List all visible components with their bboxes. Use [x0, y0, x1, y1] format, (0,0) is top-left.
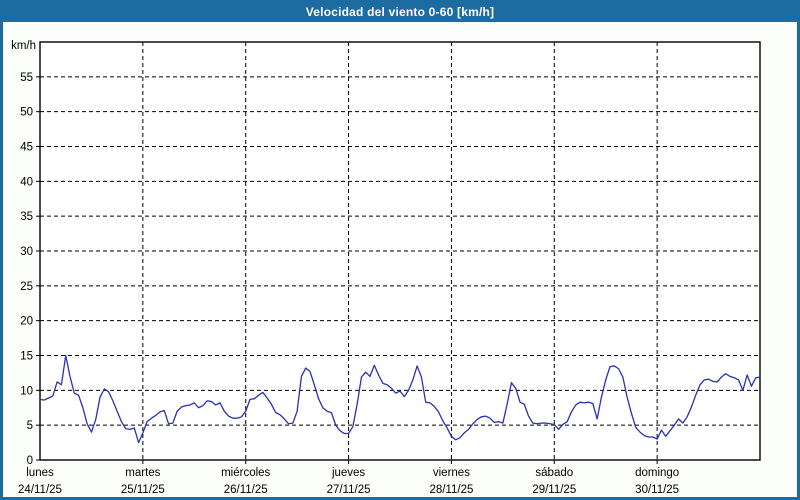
page-title: Velocidad del viento 0-60 [km/h] — [305, 5, 495, 19]
y-tick-label: 45 — [20, 142, 33, 154]
wind-speed-chart: 0 5 10 15 20 25 30 35 40 45 50 55 km/h lunes 24/11/25 m… — [11, 40, 761, 496]
day-name-label: domingo — [635, 467, 679, 479]
day-date-label: 24/11/25 — [18, 484, 62, 496]
day-name-label: sábado — [535, 467, 573, 479]
wind-speed-line — [39, 354, 761, 444]
day-date-label: 27/11/25 — [327, 484, 371, 496]
y-tick-label: 30 — [20, 246, 33, 258]
y-tick-label: 15 — [20, 351, 33, 363]
y-tick-label: 40 — [20, 176, 33, 188]
y-tick-label: 25 — [20, 281, 33, 293]
day-date-label: 28/11/25 — [429, 484, 473, 496]
y-tick-label: 55 — [20, 72, 33, 84]
chart-container: 0 5 10 15 20 25 30 35 40 45 50 55 km/h lunes 24/11/25 m… — [3, 22, 797, 497]
plot-frame — [39, 41, 761, 461]
day-name-label: viernes — [433, 467, 470, 479]
y-tick-label: 50 — [20, 107, 33, 119]
day-name-label: martes — [125, 467, 160, 479]
y-tick-label: 0 — [27, 455, 33, 467]
y-tick-label: 20 — [20, 316, 33, 328]
y-tick-label: 5 — [27, 420, 33, 432]
day-name-label: miércoles — [221, 467, 270, 479]
day-name-label: jueves — [331, 467, 365, 479]
day-date-label: 26/11/25 — [224, 484, 268, 496]
day-date-label: 29/11/25 — [532, 484, 576, 496]
title-bar: Velocidad del viento 0-60 [km/h] — [3, 3, 797, 22]
day-date-label: 30/11/25 — [635, 484, 679, 496]
y-axis-unit-label: km/h — [11, 40, 36, 52]
y-tick-label: 10 — [20, 385, 33, 397]
day-date-label: 25/11/25 — [121, 484, 165, 496]
day-name-label: lunes — [26, 467, 54, 479]
y-tick-label: 35 — [20, 211, 33, 223]
